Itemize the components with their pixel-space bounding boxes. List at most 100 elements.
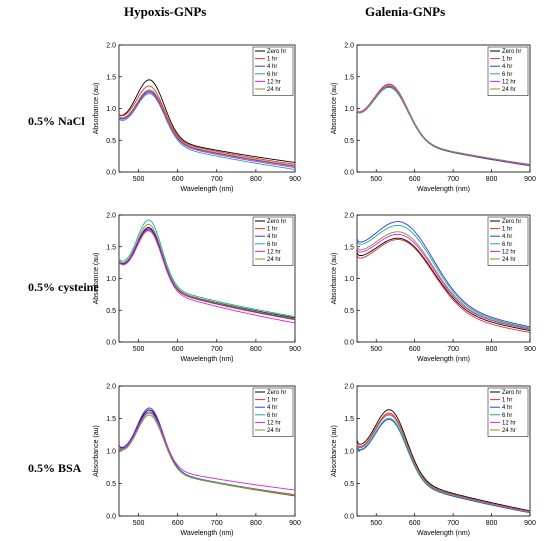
- legend-label: 4 hr: [502, 64, 512, 70]
- series-line-24-hr: [356, 85, 531, 165]
- x-tick-label: 800: [486, 176, 498, 183]
- series-line-zero-hr: [356, 409, 531, 512]
- series-line-1-hr: [118, 230, 296, 321]
- y-tick-label: 1.5: [106, 244, 116, 251]
- y-tick-label: 0.5: [106, 481, 116, 488]
- y-tick-label: 2.0: [106, 384, 116, 391]
- y-tick-label: 0.0: [344, 170, 354, 177]
- series-line-12-hr: [118, 411, 296, 491]
- y-tick-label: 1.5: [344, 74, 354, 81]
- x-tick-label: 900: [524, 520, 536, 527]
- legend-label: 6 hr: [267, 413, 277, 419]
- legend-box: [252, 387, 294, 437]
- legend-label: Zero hr: [502, 219, 521, 225]
- legend-label: Zero hr: [502, 390, 521, 396]
- legend-label: 4 hr: [267, 64, 277, 70]
- x-axis-label: Wavelength (nm): [417, 186, 470, 193]
- x-tick-label: 500: [133, 176, 145, 183]
- x-tick-label: 500: [370, 176, 382, 183]
- y-tick-label: 0.5: [344, 481, 354, 488]
- series-line-6-hr: [118, 219, 296, 318]
- series-line-6-hr: [356, 224, 531, 329]
- series-line-4-hr: [356, 86, 531, 167]
- y-axis-label: Absorbance (au): [331, 83, 338, 135]
- series-line-4-hr: [356, 221, 531, 328]
- column-title-galenia: Galenia-GNPs: [365, 4, 446, 19]
- legend-box: [487, 216, 529, 266]
- legend-label: 4 hr: [502, 405, 512, 411]
- legend-label: Zero hr: [502, 49, 521, 55]
- legend-label: 12 hr: [267, 79, 281, 85]
- legend-label: 12 hr: [267, 420, 281, 426]
- x-tick-label: 800: [486, 346, 498, 353]
- series-line-zero-hr: [356, 86, 531, 167]
- series-line-12-hr: [356, 84, 531, 166]
- x-tick-label: 900: [289, 176, 301, 183]
- series-line-12-hr: [118, 229, 296, 324]
- x-tick-label: 600: [172, 520, 184, 527]
- legend-label: 6 hr: [502, 72, 512, 78]
- y-tick-label: 0.0: [106, 514, 116, 521]
- x-tick-label: 700: [211, 520, 223, 527]
- x-axis-label: Wavelength (nm): [417, 530, 470, 537]
- x-tick-label: 900: [289, 346, 301, 353]
- legend-label: 24 hr: [267, 428, 281, 434]
- series-line-24-hr: [356, 413, 531, 513]
- y-axis-label: Absorbance (au): [93, 83, 100, 135]
- legend-label: 1 hr: [267, 227, 277, 233]
- y-tick-label: 1.5: [106, 416, 116, 423]
- legend-label: 6 hr: [267, 72, 277, 78]
- legend-label: 1 hr: [502, 227, 512, 233]
- legend-label: 24 hr: [502, 257, 516, 263]
- row-label-cysteine: 0.5% cysteine: [28, 280, 99, 294]
- x-axis-label: Wavelength (nm): [180, 186, 233, 193]
- y-axis-label: Absorbance (au): [93, 425, 100, 477]
- legend-label: 12 hr: [502, 79, 516, 85]
- legend-label: 24 hr: [267, 257, 281, 263]
- y-axis-label: Absorbance (au): [331, 253, 338, 305]
- y-tick-label: 2.0: [344, 213, 354, 220]
- legend-label: 12 hr: [502, 249, 516, 255]
- x-axis-label: Wavelength (nm): [417, 356, 470, 363]
- x-tick-label: 700: [447, 176, 459, 183]
- x-axis-label: Wavelength (nm): [180, 356, 233, 363]
- x-tick-label: 600: [172, 176, 184, 183]
- series-line-12-hr: [118, 91, 296, 169]
- series-line-4-hr: [118, 90, 296, 167]
- x-tick-label: 600: [409, 520, 421, 527]
- y-tick-label: 0.0: [106, 170, 116, 177]
- legend-label: Zero hr: [267, 390, 286, 396]
- y-tick-label: 0.5: [106, 308, 116, 315]
- legend-label: 24 hr: [502, 87, 516, 93]
- legend-label: 24 hr: [267, 87, 281, 93]
- legend-label: 1 hr: [502, 57, 512, 63]
- series-line-4-hr: [118, 228, 296, 320]
- legend-label: 1 hr: [502, 398, 512, 404]
- legend-box: [252, 216, 294, 266]
- y-tick-label: 1.5: [106, 74, 116, 81]
- x-tick-label: 700: [211, 346, 223, 353]
- y-tick-label: 1.5: [344, 416, 354, 423]
- y-tick-label: 2.0: [344, 384, 354, 391]
- series-line-1-hr: [118, 85, 296, 165]
- row-label-bsa: 0.5% BSA: [28, 461, 82, 475]
- x-tick-label: 800: [486, 520, 498, 527]
- y-tick-label: 1.5: [344, 244, 354, 251]
- x-tick-label: 700: [447, 346, 459, 353]
- series-line-24-hr: [356, 231, 531, 330]
- legend-label: 4 hr: [267, 234, 277, 240]
- series-line-6-hr: [118, 412, 296, 496]
- series-line-12-hr: [356, 233, 531, 330]
- y-tick-label: 2.0: [106, 213, 116, 220]
- x-axis-label: Wavelength (nm): [180, 530, 233, 537]
- x-tick-label: 700: [211, 176, 223, 183]
- y-tick-label: 1.0: [106, 276, 116, 283]
- series-line-6-hr: [356, 86, 531, 166]
- series-line-24-hr: [118, 89, 296, 167]
- y-tick-label: 1.0: [106, 106, 116, 113]
- column-title-hypoxis: Hypoxis-GNPs: [124, 4, 207, 19]
- series-line-4-hr: [356, 418, 531, 514]
- legend-box: [487, 46, 529, 96]
- series-line-24-hr: [118, 223, 296, 319]
